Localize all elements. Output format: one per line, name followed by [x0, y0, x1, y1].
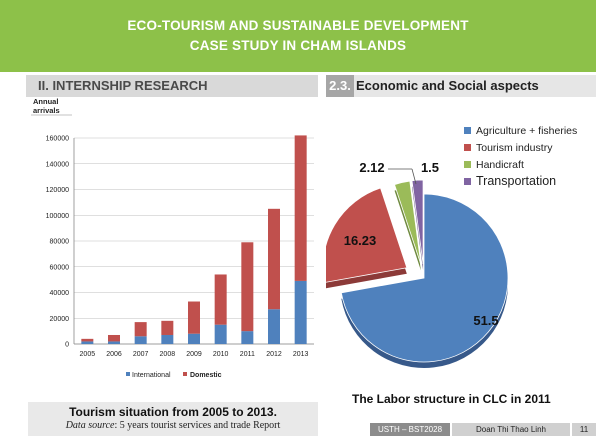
bar-chart-caption-title: Tourism situation from 2005 to 2013. — [69, 405, 277, 419]
x-tick-label: 2006 — [106, 351, 122, 358]
bar-chart-caption-source: Data source: 5 years tourist services an… — [28, 420, 318, 431]
legend-international-label: International — [132, 372, 171, 379]
bar-international-2006 — [108, 341, 120, 344]
legend-domestic-swatch — [183, 372, 187, 376]
pie-chart-container: 51.5 16.23 2.12 1.5 Agriculture + fisheries T… — [322, 120, 596, 375]
y-axis-label-line1: Annual — [33, 98, 58, 106]
legend-label: Handicraft — [476, 159, 524, 171]
pie-slice-depth — [394, 187, 421, 271]
pie-data-label: 2.12 — [359, 160, 384, 175]
bar-domestic-2006 — [108, 334, 120, 342]
x-tick-label: 2011 — [240, 351, 255, 358]
source-text: : 5 years tourist services and trade Rep… — [114, 420, 281, 431]
footer-page-number: 11 — [572, 423, 596, 436]
legend-swatch — [464, 178, 471, 185]
header-title-line1: ECO-TOURISM AND SUSTAINABLE DEVELOPMENT — [127, 18, 469, 33]
footer: USTH – BST2028 Doan Thi Thao Linh 11 — [370, 423, 596, 436]
legend-domestic-label: Domestic — [190, 372, 222, 379]
y-axis-label-line2: arrivals — [33, 106, 60, 115]
left-section-header: II. INTERNSHIP RESEARCH — [26, 75, 318, 97]
y-tick-label: 120000 — [46, 187, 69, 194]
bar-chart-caption: Tourism situation from 2005 to 2013. Dat… — [28, 402, 318, 436]
y-tick-label: 160000 — [46, 136, 69, 143]
header-title-line2: CASE STUDY IN CHAM ISLANDS — [189, 38, 407, 53]
bar-international-2008 — [161, 334, 174, 344]
pie-data-label: 51.5 — [473, 313, 498, 328]
legend-international-swatch — [126, 372, 130, 376]
bar-international-2011 — [241, 331, 254, 344]
legend-label: Transportation — [476, 174, 556, 188]
pie-chart: 51.5 16.23 2.12 1.5 Agriculture + fisheries T… — [322, 125, 577, 368]
y-tick-label: 100000 — [46, 213, 69, 220]
bar-domestic-2011 — [241, 242, 254, 332]
y-tick-label: 20000 — [50, 316, 70, 323]
x-tick-label: 2009 — [186, 351, 202, 358]
legend-label: Tourism industry — [476, 142, 553, 154]
bar-international-2009 — [188, 333, 200, 344]
legend-swatch — [464, 161, 471, 168]
right-section-title: Economic and Social aspects — [356, 78, 539, 93]
y-tick-label: 0 — [65, 342, 69, 349]
pie-data-label: 16.23 — [344, 233, 377, 248]
footer-author: Doan Thi Thao Linh — [452, 423, 570, 436]
pie-data-label: 1.5 — [421, 160, 439, 175]
bar-international-2012 — [268, 309, 280, 344]
footer-course: USTH – BST2028 — [370, 423, 450, 436]
y-tick-label: 40000 — [50, 290, 70, 297]
bar-international-2013 — [294, 280, 307, 344]
right-section-header: 2.3. Economic and Social aspects — [326, 75, 596, 97]
x-tick-label: 2012 — [266, 351, 282, 358]
right-section-number: 2.3. — [326, 75, 354, 97]
y-tick-label: 140000 — [46, 161, 69, 168]
x-tick-label: 2010 — [213, 351, 229, 358]
y-tick-label: 60000 — [50, 264, 70, 271]
bar-international-2010 — [214, 324, 227, 344]
pie-slice-handicraft — [394, 180, 422, 265]
bar-international-2007 — [134, 336, 147, 344]
legend-label: Agriculture + fisheries — [476, 125, 577, 137]
x-tick-label: 2013 — [293, 351, 309, 358]
pie-slice-transportation — [411, 179, 424, 265]
legend-swatch — [464, 144, 471, 151]
bar-domestic-2008 — [161, 320, 174, 335]
pie-chart-title: The Labor structure in CLC in 2011 — [352, 392, 551, 406]
x-tick-label: 2008 — [160, 351, 176, 358]
leader-line — [411, 168, 417, 185]
bar-domestic-2005 — [81, 338, 94, 342]
x-tick-label: 2007 — [133, 351, 149, 358]
bar-domestic-2009 — [188, 301, 200, 334]
bar-domestic-2010 — [214, 274, 227, 325]
bar-chart-container: Annual arrivals 0 20000 40000 60000 80000 10000… — [26, 97, 318, 386]
pie-slice-agriculture-fisheries — [340, 193, 509, 363]
left-section-title: II. INTERNSHIP RESEARCH — [38, 78, 208, 93]
legend-swatch — [464, 127, 471, 134]
bar-domestic-2012 — [268, 208, 280, 310]
source-label: Data source — [65, 420, 115, 431]
bar-international-2005 — [81, 341, 94, 344]
y-tick-label: 80000 — [50, 239, 70, 246]
x-tick-label: 2005 — [80, 351, 96, 358]
header-banner: ECO-TOURISM AND SUSTAINABLE DEVELOPMENT … — [0, 0, 596, 72]
bar-domestic-2013 — [294, 135, 307, 281]
bar-domestic-2007 — [134, 322, 147, 337]
